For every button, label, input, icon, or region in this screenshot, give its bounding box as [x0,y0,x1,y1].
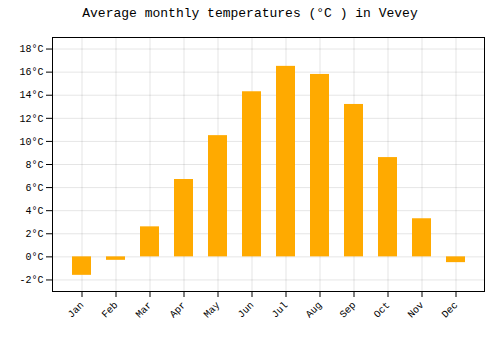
html-text:Average monthly temperatures (: Average monthly temperatures (°C ) in Ve… [82,6,418,21]
svg-text:10°C: 10°C [19,137,43,148]
svg-text:18°C: 18°C [19,44,43,55]
svg-text:Oct: Oct [372,300,393,321]
svg-text:16°C: 16°C [19,67,43,78]
svg-text:6°C: 6°C [25,183,43,194]
svg-text:Jan: Jan [66,300,87,321]
svg-text:Sep: Sep [338,300,359,321]
svg-text:8°C: 8°C [25,160,43,171]
svg-text:Apr: Apr [168,300,189,321]
svg-text:Nov: Nov [406,300,427,321]
svg-text:Dec: Dec [440,300,461,321]
svg-text:12°C: 12°C [19,114,43,125]
svg-text:4°C: 4°C [25,206,43,217]
svg-text:Aug: Aug [304,300,325,321]
svg-text:2°C: 2°C [25,229,43,240]
svg-text:Feb: Feb [100,300,121,321]
svg-text:-2°C: -2°C [19,275,43,286]
svg-text:0°C: 0°C [25,252,43,263]
svg-text:May: May [202,300,223,321]
svg-text:Jun: Jun [236,300,257,321]
svg-text:Jul: Jul [270,300,291,321]
svg-text:14°C: 14°C [19,90,43,101]
svg-text:Mar: Mar [134,300,155,321]
